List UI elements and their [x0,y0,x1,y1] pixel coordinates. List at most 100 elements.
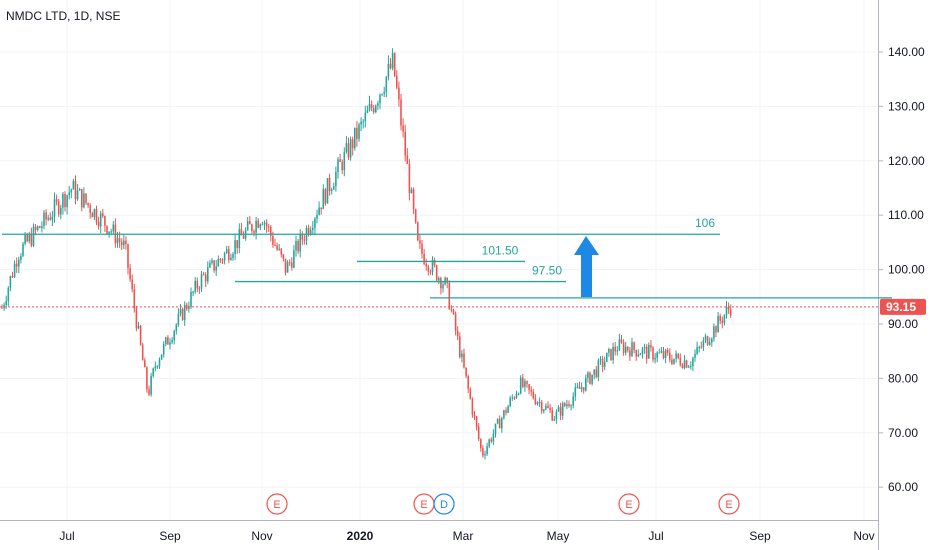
x-tick-label: 2020 [347,529,374,543]
candle-body [278,248,280,250]
candle-body [120,241,123,246]
candle-body [511,397,514,399]
candle-body [627,346,629,351]
candle-body [127,243,129,269]
candle-body [578,386,581,389]
candle-body [393,52,396,76]
candle-body [370,104,373,109]
candle-body [532,391,535,399]
candle-body [547,405,549,408]
candle-body [146,367,148,390]
candle-body [171,340,173,343]
candle-body [540,401,543,412]
candle-body [375,105,377,113]
last-price-badge [880,298,926,315]
candle-body [587,372,589,378]
candle-body [442,284,444,289]
candle-body [295,240,297,251]
candle-body [503,410,505,419]
candle-body [507,406,509,413]
candle-body [223,253,226,261]
candle-body [513,397,516,399]
candle-body [454,313,457,331]
candle-body [645,346,648,359]
x-tick-label: May [547,529,570,543]
candle-body [463,353,465,368]
candle-body [423,253,425,265]
candle-body [477,426,480,440]
candle-body [410,189,413,194]
candle-body [91,212,94,218]
candle-body [666,350,669,353]
candle-body [55,199,58,202]
candle-body [204,274,207,282]
candle-body [242,235,245,239]
candle-body [471,398,474,415]
candle-body [131,279,133,290]
candle-body [412,189,415,210]
candle-body [225,249,228,254]
candle-body [87,202,89,206]
dividend-marker[interactable] [433,493,455,515]
up-arrow-icon[interactable] [574,236,599,297]
candle-body [152,368,154,376]
candle-body [618,339,621,351]
candle-body [45,212,47,220]
candle-body [173,330,175,341]
candle-body [165,337,167,344]
earnings-marker[interactable] [618,493,640,515]
candle-body [207,267,209,282]
candle-body [465,367,467,377]
candle-body [414,209,417,223]
candle-body [158,359,161,367]
candle-body [622,342,625,353]
candle-body [13,263,16,278]
candle-body [427,266,430,272]
event-marker-label: E [273,499,280,511]
candle-body [194,280,196,292]
candle-body [47,217,49,220]
candle-body [433,259,436,266]
candle-body [32,226,35,246]
earnings-marker[interactable] [266,493,288,515]
candle-body [654,357,656,360]
candle-body [175,324,178,331]
candle-body [303,239,306,241]
candle-body [425,264,427,267]
candle-body [677,353,679,358]
candle-body [30,234,33,246]
candle-body [118,238,121,242]
candle-body [230,257,232,261]
candle-body [343,151,346,171]
candle-body [24,235,26,244]
candle-body [213,260,215,271]
candle-body [488,439,490,447]
candle-body [595,369,598,378]
y-tick-label: 140.00 [888,45,925,59]
candle-body [664,350,667,358]
candle-body [330,189,333,192]
candle-body [662,351,665,358]
earnings-marker[interactable] [718,493,740,515]
candle-body [601,358,604,367]
candle-body [597,360,600,378]
candle-body [700,346,703,348]
candle-body [631,342,633,357]
candle-body [551,410,553,421]
candle-body [15,263,18,267]
candle-body [259,224,262,228]
candle-body [553,419,556,421]
candle-body [221,259,224,261]
candle-body [566,404,568,407]
candle-body [669,352,671,360]
candle-body [572,396,574,406]
candle-body [333,186,335,190]
candle-body [1,307,3,309]
candle-body [446,277,448,283]
level-label: 97.50 [532,264,562,278]
candle-body [238,229,241,248]
candle-body [694,353,696,358]
candle-body [673,358,675,364]
candle-body [186,304,188,309]
